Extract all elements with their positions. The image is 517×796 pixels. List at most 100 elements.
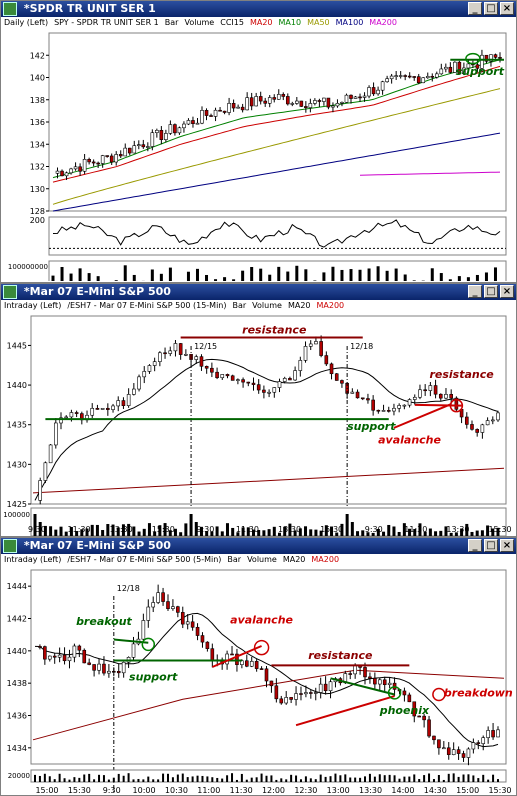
x-tick-label: 13:30 bbox=[446, 525, 469, 534]
volume-bar bbox=[444, 526, 448, 536]
volume-bar bbox=[150, 269, 154, 281]
window-title-bar[interactable]: *Mar 07 E-Mini S&P 500 _ □ × bbox=[1, 284, 516, 300]
candle bbox=[407, 399, 412, 406]
volume-bar bbox=[199, 526, 203, 536]
y-tick-label: 132 bbox=[30, 163, 45, 172]
candle bbox=[182, 123, 186, 129]
y-tick-label: 1440 bbox=[7, 647, 27, 656]
maximize-button[interactable]: □ bbox=[484, 285, 498, 298]
volume-bar bbox=[250, 777, 253, 782]
candle bbox=[123, 147, 128, 157]
volume-bar bbox=[34, 774, 36, 782]
candle bbox=[323, 683, 328, 692]
candle bbox=[210, 648, 215, 661]
x-tick-label: 15:30 bbox=[488, 525, 511, 534]
candle bbox=[313, 100, 317, 104]
volume-bar bbox=[324, 525, 328, 536]
candle bbox=[254, 96, 258, 107]
candle bbox=[146, 606, 151, 621]
candle bbox=[412, 701, 417, 717]
volume-bar bbox=[127, 523, 131, 536]
candle bbox=[240, 106, 245, 111]
maximize-button[interactable]: □ bbox=[484, 539, 498, 552]
candle bbox=[180, 612, 185, 625]
candle bbox=[259, 668, 264, 670]
info-item: MA20 bbox=[249, 18, 273, 27]
volume-bar bbox=[298, 528, 302, 536]
volume-bar bbox=[345, 514, 349, 536]
candle bbox=[367, 87, 371, 97]
close-button[interactable]: × bbox=[500, 285, 514, 298]
x-tick-label: 14:00 bbox=[391, 786, 414, 795]
candle bbox=[205, 641, 210, 649]
window-title-bar[interactable]: *Mar 07 E-Mini S&P 500 _ □ × bbox=[1, 538, 516, 554]
candle bbox=[87, 662, 91, 665]
x-tick-label: 9:30 bbox=[365, 525, 383, 534]
x-tick-label: 13:30 bbox=[359, 786, 382, 795]
y-tick-label: 1425 bbox=[7, 500, 27, 509]
volume-bar bbox=[480, 530, 484, 536]
candle bbox=[264, 668, 269, 682]
volume-bar bbox=[288, 523, 292, 536]
volume-bar bbox=[147, 523, 151, 536]
candle bbox=[267, 97, 272, 104]
spy-daily-chart[interactable]: 128 130 132 134 136 138 140 142 support 200 100000… bbox=[1, 29, 516, 281]
candle bbox=[308, 103, 313, 108]
candle bbox=[109, 155, 114, 163]
candle bbox=[284, 697, 289, 704]
es-5min-chart[interactable]: 1434 1436 1438 1440 1442 1444 12/18 support brea… bbox=[1, 566, 516, 795]
window-title-bar[interactable]: *SPDR TR UNIT SER 1 _ □ × bbox=[1, 1, 516, 17]
volume-bar bbox=[53, 779, 56, 782]
volume-bar bbox=[43, 773, 46, 782]
volume-bar bbox=[216, 777, 219, 782]
candle bbox=[55, 170, 60, 174]
volume-bar bbox=[106, 524, 110, 536]
volume-bar bbox=[299, 779, 302, 782]
close-button[interactable]: × bbox=[500, 2, 514, 15]
candle bbox=[60, 170, 64, 177]
candle bbox=[142, 371, 147, 378]
candle bbox=[195, 122, 200, 125]
es-15min-chart[interactable]: 1425 1430 1435 1440 1445 12/15 12/18 resistance… bbox=[1, 312, 516, 536]
volume-bar bbox=[206, 776, 209, 782]
volume-bar bbox=[201, 775, 204, 782]
candle bbox=[421, 77, 426, 84]
volume-bar bbox=[107, 779, 110, 782]
es-5min-window: *Mar 07 E-Mini S&P 500 _ □ × Intraday (L… bbox=[0, 537, 517, 796]
volume-bar bbox=[186, 777, 189, 782]
candle bbox=[225, 374, 230, 377]
close-button[interactable]: × bbox=[500, 539, 514, 552]
candle bbox=[100, 155, 105, 164]
volume-bar bbox=[142, 779, 145, 782]
volume-bar bbox=[275, 779, 278, 782]
candle bbox=[251, 382, 256, 385]
minimize-button[interactable]: _ bbox=[468, 285, 482, 298]
candle bbox=[267, 391, 271, 394]
candle bbox=[304, 692, 308, 695]
candle bbox=[121, 661, 126, 674]
candle bbox=[177, 127, 182, 134]
candle bbox=[91, 161, 96, 164]
volume-bar bbox=[75, 531, 79, 536]
volume-bar bbox=[466, 277, 470, 281]
candle bbox=[151, 602, 156, 608]
x-tick-label: 13:30 bbox=[278, 525, 301, 534]
candle bbox=[490, 419, 495, 422]
candle bbox=[105, 155, 109, 157]
resistance-line bbox=[414, 403, 462, 407]
candle bbox=[118, 154, 123, 157]
candle bbox=[244, 660, 249, 667]
chart-window-icon bbox=[3, 539, 17, 553]
minimize-button[interactable]: _ bbox=[468, 539, 482, 552]
candle bbox=[386, 410, 391, 412]
minimize-button[interactable]: _ bbox=[468, 2, 482, 15]
maximize-button[interactable]: □ bbox=[484, 2, 498, 15]
volume-bar bbox=[373, 776, 376, 782]
x-tick-label: 15:30 bbox=[320, 525, 343, 534]
resistance-annotation: resistance bbox=[242, 323, 307, 336]
candle bbox=[176, 606, 180, 613]
volume-bar bbox=[286, 271, 290, 281]
volume-bar bbox=[116, 527, 120, 536]
volume-bar bbox=[496, 527, 500, 536]
candle bbox=[163, 352, 167, 355]
